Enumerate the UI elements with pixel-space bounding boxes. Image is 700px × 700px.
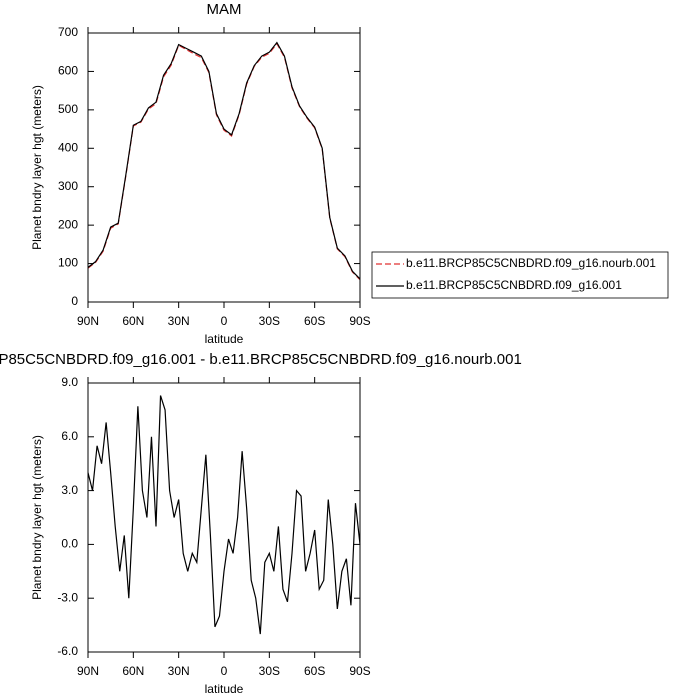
y-tick-label: 0.0 xyxy=(61,537,78,551)
legend-label: b.e11.BRCP85C5CNBDRD.f09_g16.001 xyxy=(406,278,622,292)
y-tick-label: 400 xyxy=(58,140,78,154)
plot-frame xyxy=(87,382,361,653)
x-tick-label: 30N xyxy=(168,314,190,328)
chart-title: b.e11.BRCP85C5CNBDRD.f09_g16.001 - b.e11… xyxy=(0,351,522,368)
x-tick-label: 60N xyxy=(122,314,144,328)
x-axis-label: latitude xyxy=(205,332,244,346)
y-tick-label: 300 xyxy=(58,179,78,193)
y-tick-label: 6.0 xyxy=(61,429,78,443)
y-tick-label: 500 xyxy=(58,102,78,116)
x-tick-label: 90S xyxy=(349,664,370,678)
data-line xyxy=(87,41,361,280)
y-axis-label: Planet bndry layer hgt (meters) xyxy=(30,85,44,250)
x-tick-label: 60S xyxy=(304,664,325,678)
y-tick-label: 700 xyxy=(58,25,78,39)
x-tick-label: 30S xyxy=(259,314,280,328)
legend-label: b.e11.BRCP85C5CNBDRD.f09_g16.nourb.001 xyxy=(406,256,656,270)
x-tick-label: 90N xyxy=(77,314,99,328)
y-axis-label: Planet bndry layer hgt (meters) xyxy=(30,435,44,600)
data-line xyxy=(87,42,361,281)
y-tick-label: 9.0 xyxy=(61,375,78,389)
y-tick-label: 3.0 xyxy=(61,483,78,497)
x-tick-label: 90N xyxy=(77,664,99,678)
x-tick-label: 60N xyxy=(122,664,144,678)
x-axis-label: latitude xyxy=(205,682,244,696)
y-tick-label: -3.0 xyxy=(57,590,78,604)
x-tick-label: 0 xyxy=(221,314,228,328)
data-line xyxy=(87,395,361,635)
legend-box xyxy=(371,251,669,299)
chart-title: MAM xyxy=(207,1,242,18)
x-tick-label: 30N xyxy=(168,664,190,678)
y-tick-label: -6.0 xyxy=(57,644,78,658)
plot-frame xyxy=(87,32,361,303)
y-tick-label: 100 xyxy=(58,256,78,270)
x-tick-label: 90S xyxy=(349,314,370,328)
x-tick-label: 60S xyxy=(304,314,325,328)
y-tick-label: 600 xyxy=(58,64,78,78)
x-tick-label: 30S xyxy=(259,664,280,678)
y-tick-label: 0 xyxy=(71,294,78,308)
y-tick-label: 200 xyxy=(58,217,78,231)
x-tick-label: 0 xyxy=(221,664,228,678)
